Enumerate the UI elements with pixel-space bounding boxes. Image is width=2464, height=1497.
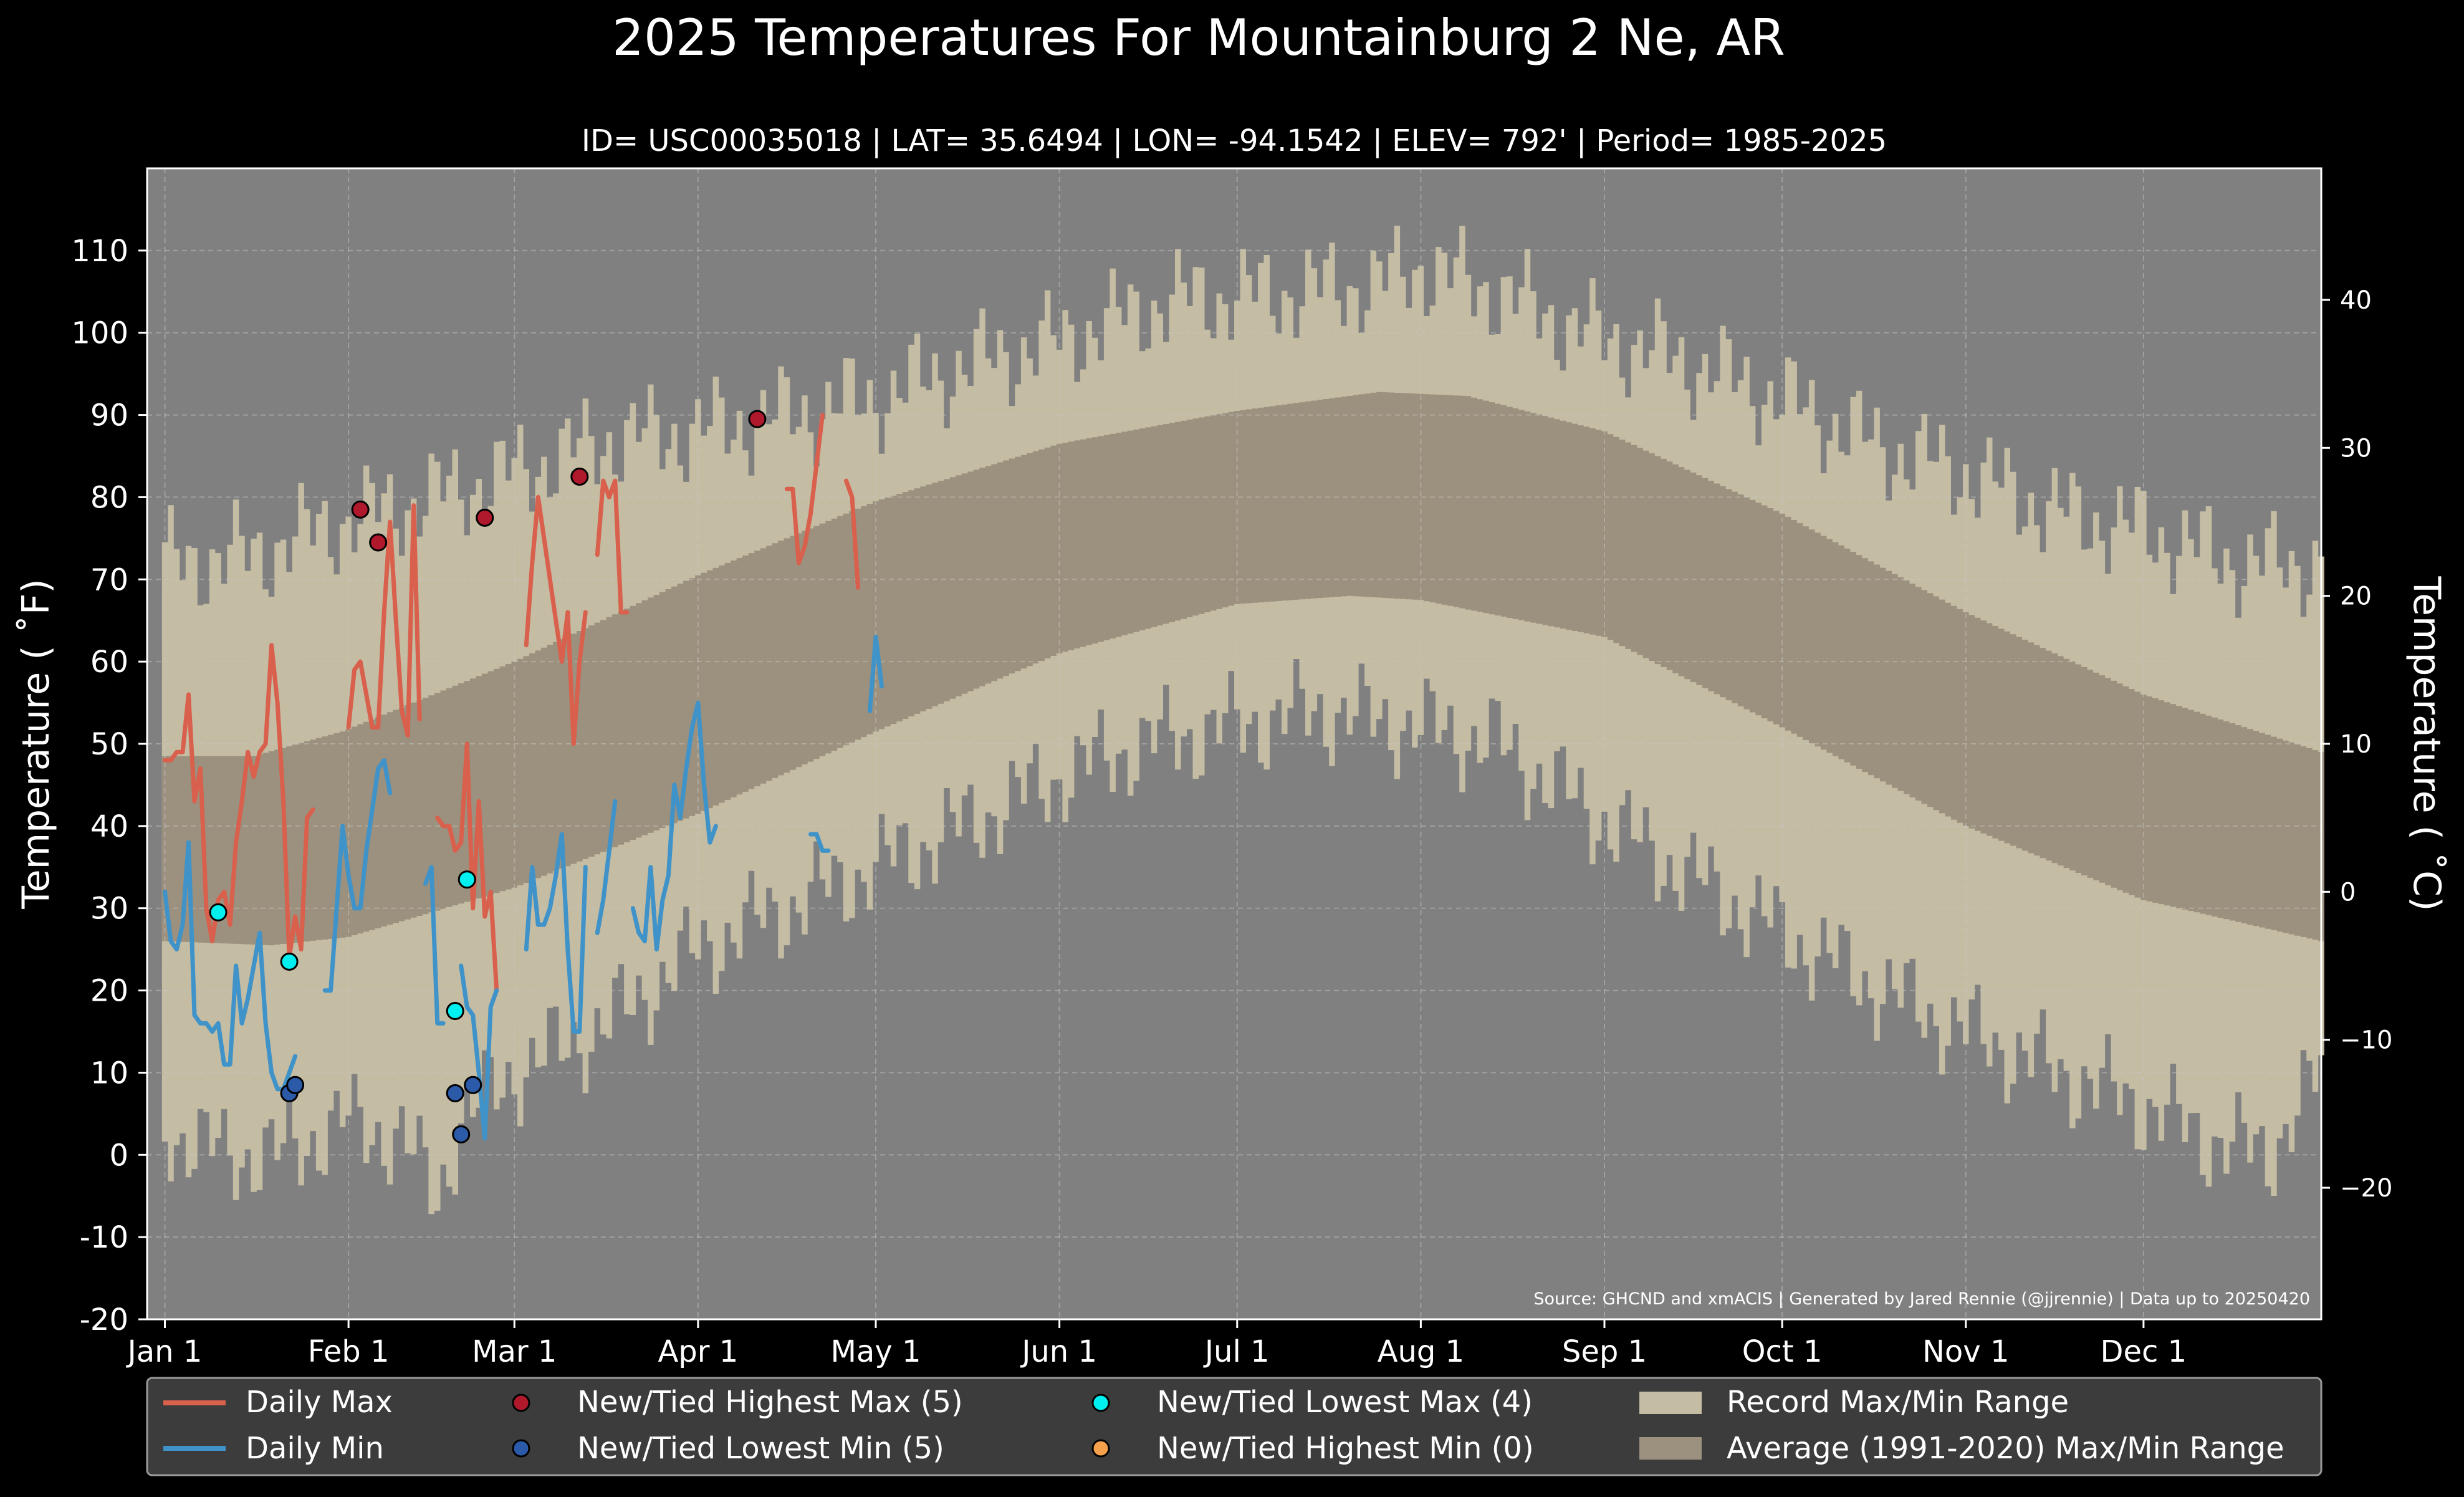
y2-tick-label: −10 [2340,1026,2392,1055]
daily-min-line [808,832,831,853]
legend-daily-max-label: Daily Max [246,1385,393,1420]
y-axis-label-right: Temperature ( ˚C) [2405,576,2448,912]
y-tick-label: 40 [90,809,128,844]
daily-min-line [322,758,393,993]
legend-lowest-max-marker [1091,1394,1110,1412]
y-tick-label: 60 [90,645,128,680]
record-highest-max-marker [369,533,388,552]
y2-tick-label: −20 [2340,1174,2392,1203]
daily-max-line [784,413,825,566]
y-tick-label: 80 [90,480,128,515]
record-highest-max-marker [748,410,767,428]
legend-highest-max-marker [512,1394,530,1412]
plot-area: Source: GHCND and xmACIS | Generated by … [146,167,2324,1321]
x-tick-label: Nov 1 [1922,1334,2009,1369]
daily-max-line [524,494,588,746]
legend-lowest-max-label: New/Tied Lowest Max (4) [1157,1385,1533,1420]
record-range-band [161,225,2324,1215]
daily-min-line [163,840,298,1092]
record-lowest-max-marker [209,903,228,922]
chart-title: 2025 Temperatures For Mountainburg 2 Ne,… [612,9,1785,67]
y-tick-label: 0 [109,1138,128,1173]
y2-tick-label: 30 [2340,434,2372,463]
daily-min-line [868,635,884,713]
record-lowest-min-marker [286,1076,305,1094]
x-tick-label: Jul 1 [1203,1334,1270,1369]
y-axis-label-left: Temperature ( ˚F) [14,579,58,910]
x-tick-label: Jan 1 [126,1334,203,1369]
record-lowest-min-marker [452,1125,471,1143]
y2-tick-label: 20 [2340,582,2372,611]
daily-max-line [163,643,315,960]
legend-highest-max-label: New/Tied Highest Max (5) [577,1385,963,1420]
record-markers [209,410,767,1143]
y-tick-label: 110 [71,234,128,269]
y2-tick-label: 0 [2340,878,2356,907]
daily-max-line [435,741,499,993]
y-tick-label: 70 [90,562,128,597]
legend-lowest-min-label: New/Tied Lowest Min (5) [577,1431,944,1466]
daily-min-line [595,799,618,935]
x-tick-label: Dec 1 [2101,1334,2187,1369]
grid-lines [147,168,2321,1320]
x-axis: Jan 1 Feb 1 Mar 1 Apr 1 May 1 Jun 1 Jul 1 Aug 1… [126,1319,2187,1369]
x-tick-label: May 1 [830,1334,921,1369]
record-lowest-min-marker [446,1084,464,1102]
y-tick-label: 90 [90,398,128,433]
x-tick-label: Mar 1 [472,1334,557,1369]
x-tick-label: Aug 1 [1378,1334,1465,1369]
legend-highest-min-label: New/Tied Highest Min (0) [1157,1431,1534,1466]
x-tick-label: Apr 1 [658,1334,738,1369]
y-tick-label: -20 [80,1302,128,1337]
x-tick-label: Jun 1 [1020,1334,1097,1369]
y-tick-label: -10 [80,1220,128,1255]
daily-min-line [630,700,718,952]
series-lines [163,413,884,1141]
record-lowest-max-marker [280,952,299,971]
x-tick-label: Sep 1 [1562,1334,1647,1369]
record-highest-max-marker [476,508,494,527]
y-tick-label: 10 [90,1056,128,1090]
source-note: Source: GHCND and xmACIS | Generated by … [1533,1289,2310,1309]
record-lowest-min-marker [464,1076,482,1094]
daily-max-line [844,478,860,590]
daily-max-line [595,478,630,615]
y-tick-label: 30 [90,892,128,927]
x-tick-label: Feb 1 [308,1334,390,1369]
y2-tick-label: 10 [2340,730,2372,759]
legend-record-range-swatch [1639,1392,1702,1414]
normal-range-band [161,392,2324,946]
record-highest-max-marker [351,500,370,519]
y-axis-right: −20 −10 0 10 20 30 40 [2321,286,2392,1203]
y-tick-label: 50 [90,727,128,762]
legend: Daily Max New/Tied Highest Max (5) New/T… [146,1377,2323,1476]
legend-record-range-label: Record Max/Min Range [1727,1385,2069,1420]
y-axis-left: -20 -10 0 10 20 30 40 50 60 70 80 90 100 110 [71,234,147,1337]
record-highest-max-marker [570,467,589,486]
legend-highest-min-marker [1091,1439,1110,1458]
daily-min-line [459,963,499,1141]
legend-daily-min-label: Daily Min [246,1431,384,1466]
daily-min-line [524,832,588,1034]
y-tick-label: 20 [90,974,128,1009]
x-tick-label: Oct 1 [1742,1334,1823,1369]
legend-normal-range-label: Average (1991-2020) Max/Min Range [1727,1431,2284,1466]
daily-max-line [346,503,422,738]
legend-box [146,1377,2323,1476]
legend-normal-range-swatch [1639,1437,1702,1460]
y-tick-label: 100 [71,316,128,351]
daily-min-line [423,865,446,1026]
legend-lowest-min-marker [512,1439,530,1458]
record-lowest-max-marker [458,870,476,889]
y2-tick-label: 40 [2340,286,2372,315]
record-lowest-max-marker [446,1002,464,1021]
chart-subtitle: ID= USC00035018 | LAT= 35.6494 | LON= -9… [582,123,1887,158]
